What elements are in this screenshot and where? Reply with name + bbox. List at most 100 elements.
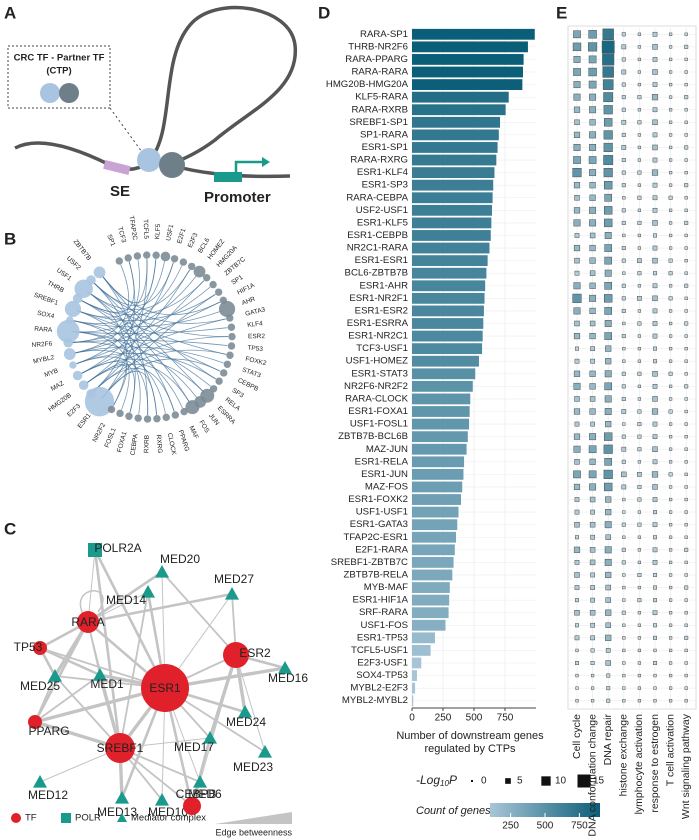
matrix-cell: [668, 384, 673, 388]
matrix-cell: [668, 359, 673, 363]
circos-node: [93, 266, 106, 279]
node-label: CEBPB: [176, 787, 217, 801]
circos-node: [160, 251, 171, 262]
matrix-cell: [603, 130, 613, 140]
category-label: ESR1-ESR1: [355, 255, 408, 266]
size-legend-label: 15: [593, 776, 605, 787]
matrix-cell: [684, 321, 689, 326]
matrix-cell: [588, 42, 598, 52]
matrix-cell: [605, 534, 611, 540]
matrix-cell: [604, 432, 613, 441]
matrix-cell: [604, 457, 613, 466]
matrix-cell: [668, 447, 673, 451]
matrix-cell: [588, 470, 597, 479]
circos-label: CEBPA: [130, 433, 140, 456]
tf-circle: [137, 148, 161, 172]
matrix-cell: [653, 572, 657, 577]
circos-node: [133, 252, 142, 260]
matrix-cell: [589, 307, 596, 315]
matrix-cell: [637, 258, 642, 263]
matrix-cell: [574, 233, 580, 238]
category-label: SOX4-TP53: [356, 670, 408, 681]
network-node: [203, 731, 217, 744]
circos-node: [215, 377, 223, 385]
bar: [412, 104, 506, 116]
bar: [412, 380, 473, 392]
circos-node: [72, 370, 83, 381]
matrix-cell: [603, 469, 613, 479]
matrix-cell: [621, 119, 627, 125]
ctp-partner: [59, 83, 79, 103]
matrix-cell: [574, 421, 580, 427]
matrix-cell: [604, 482, 613, 492]
node-label: MED14: [106, 593, 146, 607]
circos-label: MAF: [187, 425, 199, 440]
category-label: MYB-MAF: [364, 582, 408, 593]
matrix-cell: [621, 547, 626, 552]
matrix-cell: [652, 396, 658, 402]
matrix-cell: [637, 95, 642, 100]
matrix-cell: [589, 119, 596, 126]
circos-node: [226, 351, 234, 359]
matrix-cell: [622, 233, 626, 238]
bar: [412, 355, 479, 367]
matrix-cell: [652, 610, 658, 616]
matrix-cell: [589, 483, 597, 491]
bar: [412, 418, 470, 430]
circos-node: [223, 360, 232, 368]
matrix-cell: [622, 347, 626, 351]
matrix-cell: [589, 294, 597, 302]
circos-label: ESR2: [248, 333, 265, 340]
matrix-cell: [637, 535, 642, 539]
column-label: response to estrogen: [649, 714, 661, 813]
ctp-box-title: (CTP): [46, 66, 71, 77]
se-label: SE: [110, 183, 130, 200]
matrix-cell: [637, 70, 642, 74]
matrix-cell: [573, 282, 581, 290]
matrix-frame: [567, 25, 697, 710]
matrix-cell: [684, 347, 688, 351]
matrix-cell: [652, 257, 658, 264]
circos-node: [228, 332, 236, 341]
promoter-label: Promoter: [204, 189, 271, 206]
bar: [412, 468, 464, 480]
matrix-cell: [621, 384, 626, 389]
matrix-cell: [606, 673, 611, 678]
link: [73, 320, 141, 415]
matrix-cell: [589, 144, 597, 151]
matrix-cell: [622, 510, 626, 514]
link: [80, 300, 227, 355]
matrix-cell: [684, 472, 688, 476]
circos-label: E2F3: [187, 232, 200, 249]
matrix-cell: [604, 180, 613, 190]
matrix-cell: [637, 371, 642, 376]
matrix-cell: [637, 195, 642, 200]
circos-node: [180, 407, 188, 416]
category-label: MYBL2-MYBL2: [342, 695, 408, 706]
circos-node: [134, 414, 142, 422]
circos-node: [56, 319, 80, 343]
link: [86, 363, 191, 404]
bar: [412, 607, 449, 619]
matrix-cell: [652, 459, 658, 465]
edge: [33, 621, 90, 723]
network-node: [193, 775, 207, 788]
matrix-cell: [573, 307, 581, 315]
matrix-cell: [684, 611, 688, 615]
matrix-cell: [668, 397, 673, 401]
matrix-cell: [573, 408, 581, 415]
matrix-cell: [573, 81, 581, 89]
matrix-cell: [573, 156, 581, 164]
matrix-cell: [684, 82, 688, 87]
matrix-cell: [652, 132, 658, 138]
circos-label: USF1: [55, 267, 73, 283]
node-label: ESR2: [239, 646, 271, 660]
bar: [412, 154, 497, 166]
matrix-cell: [637, 321, 642, 326]
matrix-cell: [653, 648, 657, 653]
matrix-cell: [668, 221, 673, 225]
category-label: BCL6-ZBTB7B: [345, 268, 408, 279]
matrix-cell: [589, 93, 597, 101]
category-label: NR2F6-NR2F2: [344, 381, 408, 392]
edge: [34, 675, 56, 723]
